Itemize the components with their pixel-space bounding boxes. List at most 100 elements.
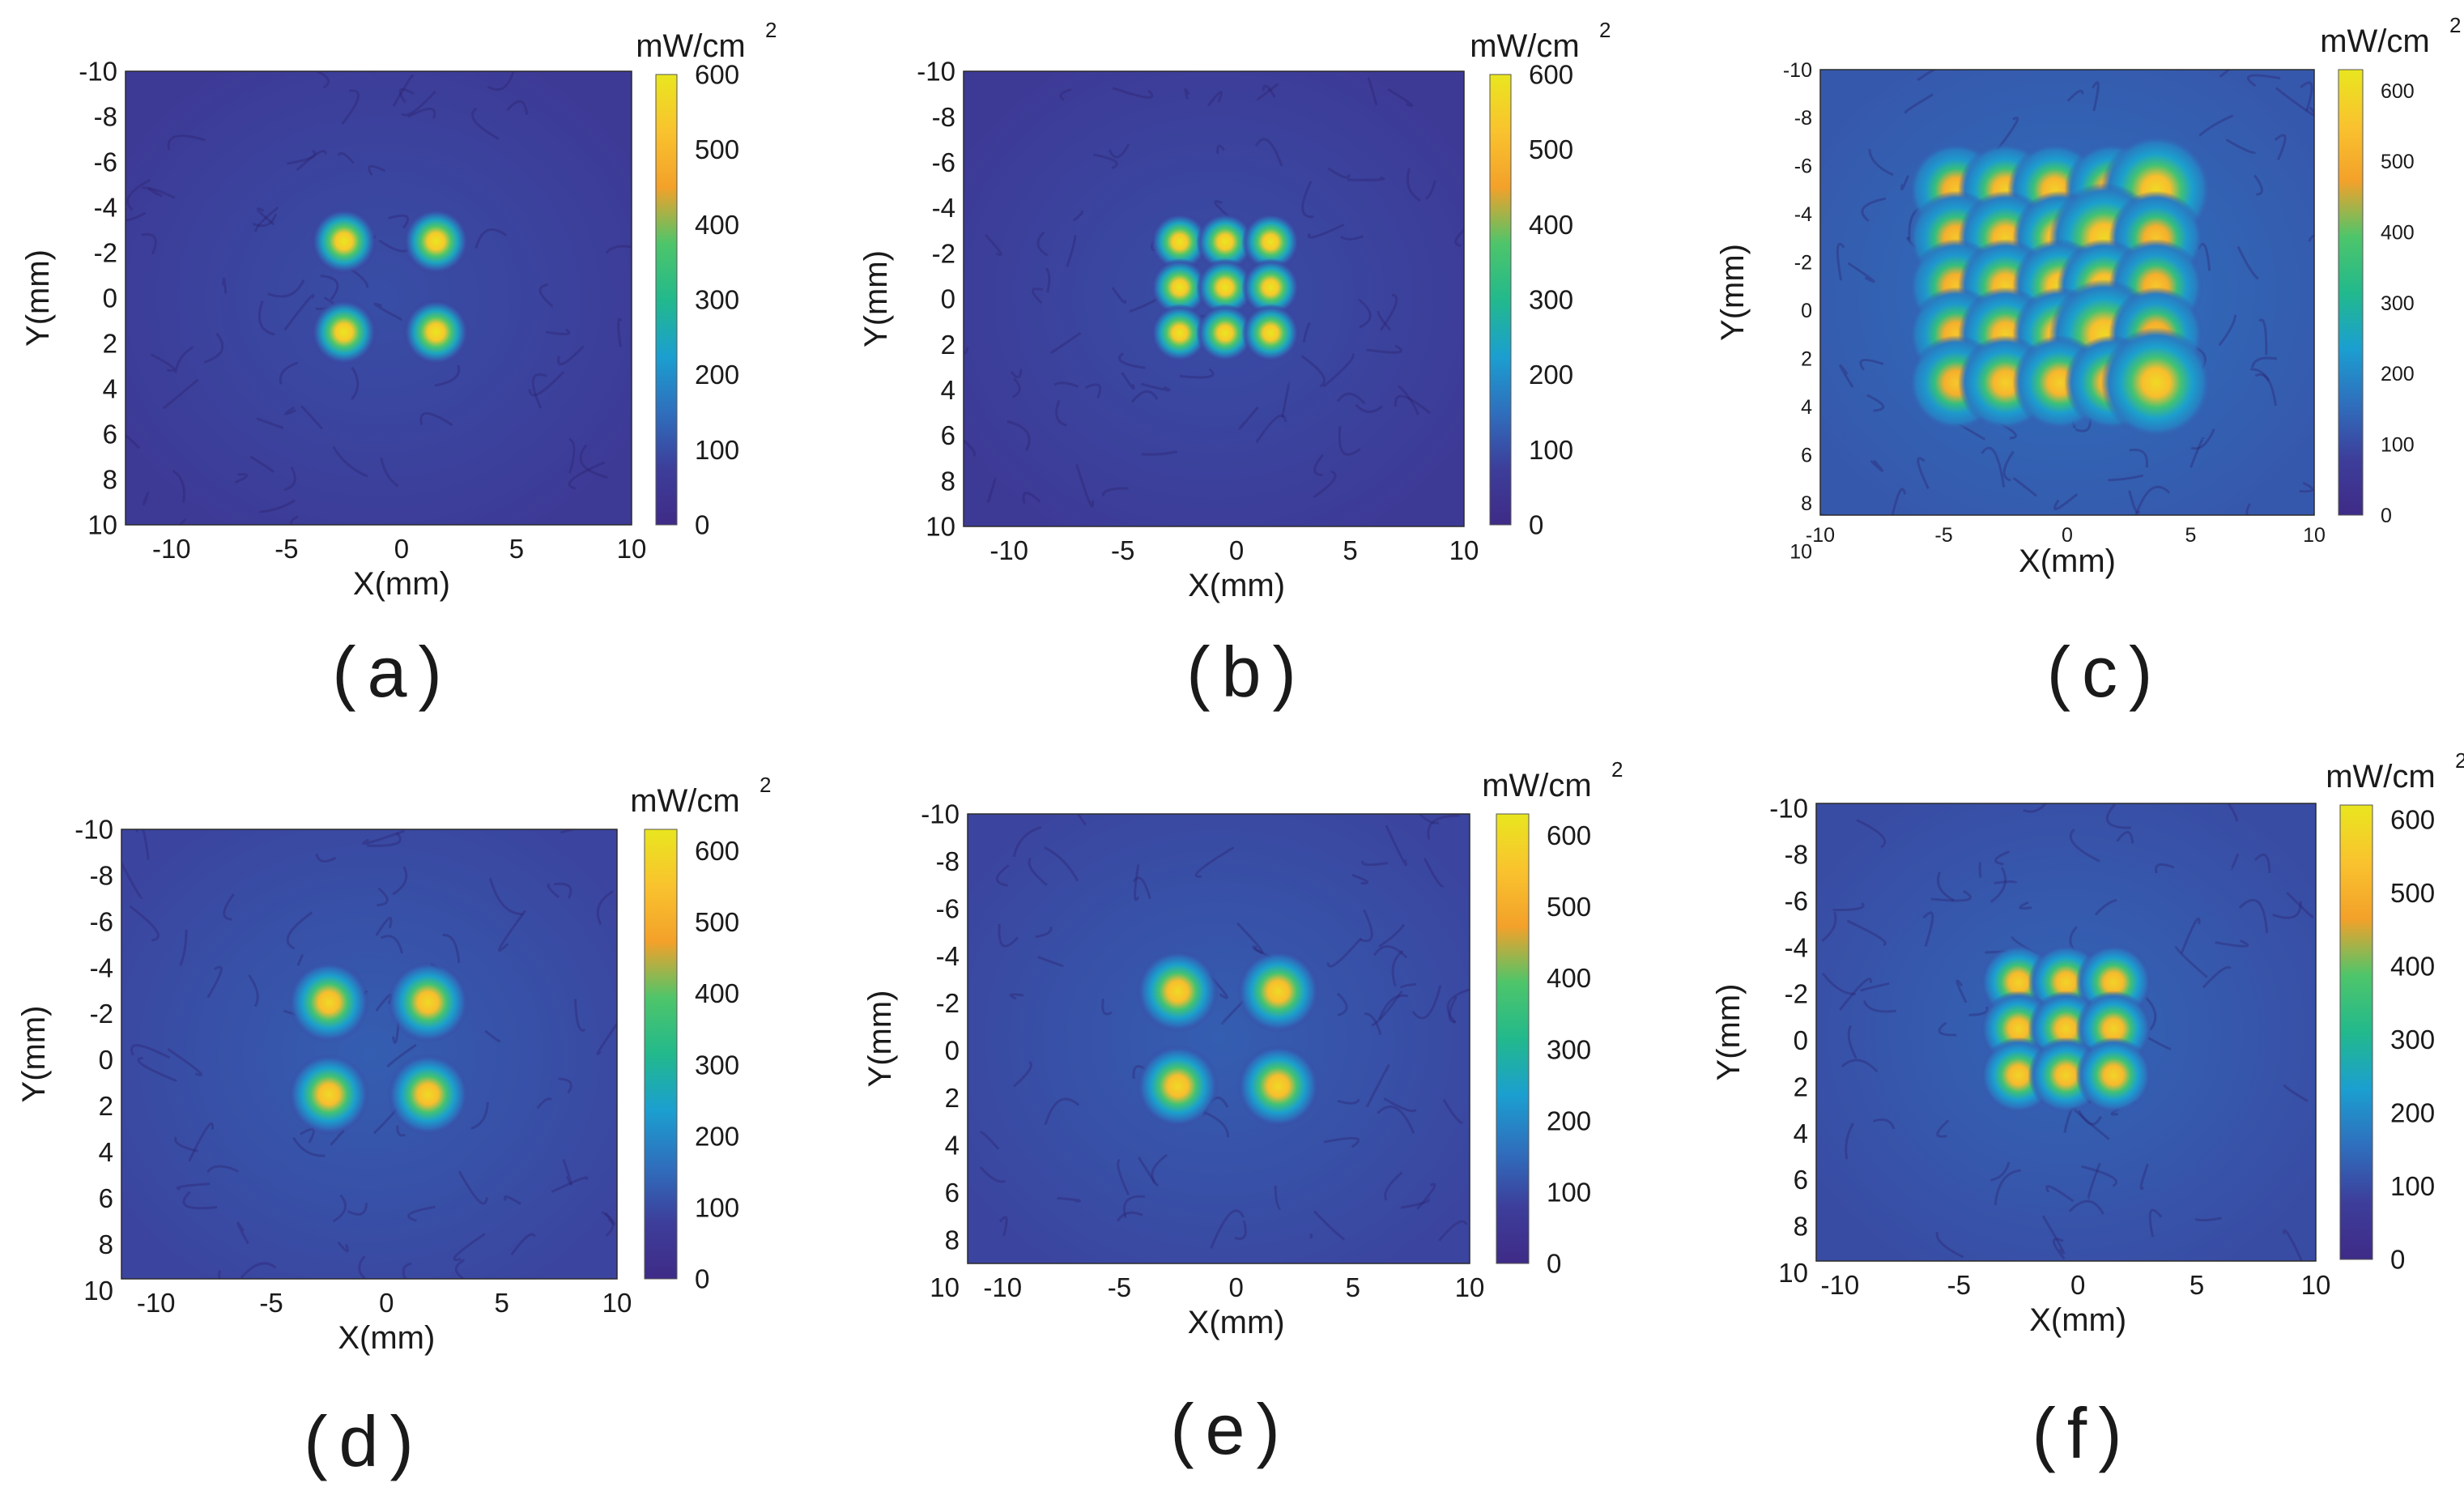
- spot-layer: [1150, 212, 1300, 363]
- x-tick-label: 5: [1346, 1272, 1360, 1302]
- x-tick-label: -10: [983, 1272, 1022, 1302]
- heatmap-texture: [126, 71, 632, 525]
- spot-layer: [1136, 950, 1320, 1127]
- intensity-spot: [402, 299, 470, 365]
- intensity-spot: [387, 961, 469, 1043]
- panel-letter: (c): [2047, 632, 2164, 712]
- intensity-spot: [1241, 212, 1300, 271]
- y-tick-label: 8: [1794, 1212, 1808, 1242]
- y-axis-label: Y(mm): [1711, 984, 1747, 1081]
- colorbar-tick-label: 0: [695, 1264, 709, 1294]
- x-tick-label: 10: [617, 534, 647, 564]
- y-tick-label: -6: [90, 906, 113, 936]
- y-tick-label: -10: [921, 799, 960, 829]
- y-tick-label: 6: [103, 420, 117, 449]
- panel-letter: (b): [1186, 632, 1308, 712]
- x-axis-label: X(mm): [2029, 1302, 2126, 1338]
- intensity-spot: [1196, 258, 1255, 317]
- y-tick-label: 4: [1794, 1118, 1808, 1148]
- x-axis-label: X(mm): [1188, 1305, 1285, 1340]
- x-tick-label: 10: [602, 1288, 632, 1318]
- y-tick-label: 4: [941, 375, 955, 405]
- intensity-spot: [1236, 1045, 1320, 1127]
- y-tick-label: 4: [1801, 396, 1812, 419]
- panel-letter: (a): [332, 632, 453, 712]
- colorbar: [655, 74, 678, 526]
- x-tick-label: 10: [2301, 1270, 2331, 1300]
- y-tick-label: -4: [94, 193, 117, 223]
- y-tick-label: 6: [945, 1178, 960, 1208]
- y-axis-label: Y(mm): [858, 250, 894, 347]
- x-tick-label: -10: [1806, 524, 1835, 547]
- y-tick-label: 10: [87, 510, 117, 540]
- colorbar-tick-label: 100: [695, 435, 739, 465]
- x-axis-label: X(mm): [1188, 568, 1285, 603]
- intensity-spot: [2075, 1037, 2152, 1114]
- colorbar-tick-label: 500: [1529, 134, 1573, 164]
- colorbar: [644, 829, 678, 1280]
- colorbar-unit-superscript: 2: [760, 773, 771, 797]
- y-tick-label: 10: [926, 512, 955, 542]
- colorbar-tick-label: 200: [1547, 1106, 1591, 1135]
- colorbar-tick-label: 600: [2390, 805, 2435, 835]
- y-tick-label: -2: [94, 238, 117, 268]
- x-tick-label: 10: [2303, 524, 2326, 547]
- x-tick-label: 0: [379, 1288, 394, 1318]
- x-tick-label: 0: [2070, 1270, 2085, 1300]
- y-tick-label: 2: [1801, 348, 1812, 371]
- spot-layer: [310, 208, 470, 365]
- y-tick-label: -2: [1785, 979, 1808, 1009]
- y-tick-label: 0: [945, 1036, 960, 1066]
- x-tick-label: 5: [2190, 1270, 2204, 1300]
- colorbar-tick-label: 0: [2390, 1245, 2405, 1275]
- colorbar-tick-label: 600: [695, 836, 739, 866]
- y-tick-label: 4: [103, 374, 117, 404]
- intensity-spot: [2100, 327, 2212, 438]
- colorbar-tick-label: 200: [695, 360, 739, 390]
- colorbar-tick-label: 500: [695, 134, 739, 164]
- y-tick-label: -2: [90, 999, 113, 1029]
- colorbar: [2338, 69, 2364, 516]
- y-tick-label: -6: [1794, 156, 1812, 178]
- y-tick-label: -4: [90, 952, 113, 982]
- x-tick-label: 5: [494, 1288, 509, 1318]
- colorbar-tick-label: 600: [2381, 80, 2415, 103]
- y-tick-label: -2: [1794, 252, 1812, 275]
- spot-layer: [1980, 944, 2152, 1114]
- y-tick-label: -2: [932, 238, 955, 268]
- colorbar: [1489, 74, 1512, 526]
- colorbar-tick-label: 300: [1529, 285, 1573, 315]
- x-tick-label: 5: [2185, 524, 2197, 547]
- x-tick-label: -10: [137, 1288, 176, 1318]
- y-tick-label: 6: [1801, 444, 1812, 467]
- intensity-spot: [1150, 212, 1209, 271]
- heatmap-background: [968, 814, 1470, 1263]
- colorbar-tick-label: 200: [695, 1121, 739, 1151]
- x-tick-label: 10: [1455, 1272, 1485, 1302]
- x-tick-label: -5: [1947, 1270, 1971, 1300]
- colorbar-tick-label: 100: [2381, 433, 2415, 456]
- colorbar: [2339, 804, 2373, 1260]
- y-tick-label: -4: [1794, 203, 1812, 226]
- y-tick-label: 6: [1794, 1165, 1808, 1195]
- y-tick-label: 0: [1794, 1025, 1808, 1055]
- y-tick-label: 10: [83, 1276, 113, 1306]
- heatmap-background: [121, 829, 617, 1279]
- colorbar-unit: mW/cm: [1482, 768, 1592, 803]
- y-axis-label: Y(mm): [16, 1006, 52, 1103]
- y-tick-label: -4: [936, 941, 960, 971]
- intensity-spot: [1236, 950, 1320, 1033]
- y-tick-label: -8: [94, 102, 117, 132]
- colorbar-tick-label: 600: [695, 60, 739, 90]
- intensity-spot: [310, 299, 377, 365]
- colorbar-tick-label: 100: [1529, 435, 1573, 465]
- y-axis-label: Y(mm): [862, 991, 898, 1088]
- intensity-spot: [1196, 212, 1255, 271]
- y-tick-label: -10: [917, 57, 955, 87]
- x-tick-label: 0: [2062, 524, 2073, 547]
- colorbar: [1496, 813, 1530, 1264]
- y-tick-label: -2: [936, 988, 960, 1018]
- y-tick-label: -6: [1785, 886, 1808, 916]
- colorbar-unit-superscript: 2: [2449, 13, 2461, 37]
- x-tick-label: 0: [394, 534, 409, 564]
